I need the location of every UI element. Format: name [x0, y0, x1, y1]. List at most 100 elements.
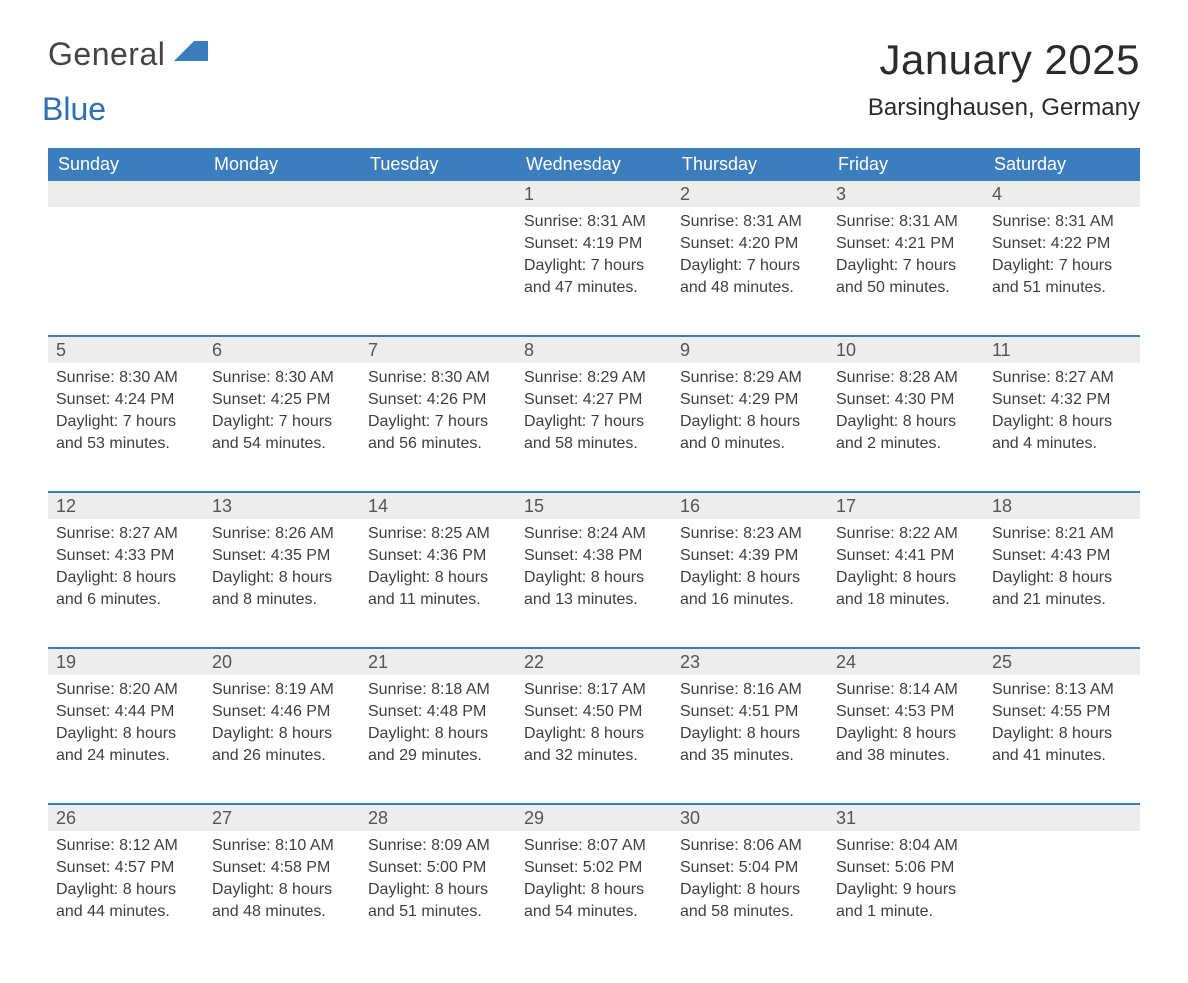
day-header-wednesday: Wednesday — [516, 148, 672, 181]
calendar-day-cell: 19Sunrise: 8:20 AMSunset: 4:44 PMDayligh… — [48, 649, 204, 779]
day-daylight1: Daylight: 8 hours — [836, 723, 976, 745]
day-daylight1: Daylight: 7 hours — [680, 255, 820, 277]
day-body: Sunrise: 8:06 AMSunset: 5:04 PMDaylight:… — [672, 831, 828, 931]
day-daylight2: and 1 minute. — [836, 901, 976, 923]
day-sunrise: Sunrise: 8:19 AM — [212, 679, 352, 701]
day-daylight2: and 51 minutes. — [992, 277, 1132, 299]
day-sunrise: Sunrise: 8:24 AM — [524, 523, 664, 545]
calendar-day-cell: 6Sunrise: 8:30 AMSunset: 4:25 PMDaylight… — [204, 337, 360, 467]
day-number: 25 — [984, 649, 1140, 675]
day-body: Sunrise: 8:12 AMSunset: 4:57 PMDaylight:… — [48, 831, 204, 931]
day-number: 17 — [828, 493, 984, 519]
day-number: 10 — [828, 337, 984, 363]
calendar-day-cell: 14Sunrise: 8:25 AMSunset: 4:36 PMDayligh… — [360, 493, 516, 623]
calendar-week: 26Sunrise: 8:12 AMSunset: 4:57 PMDayligh… — [48, 803, 1140, 935]
day-header-saturday: Saturday — [984, 148, 1140, 181]
calendar-day-cell: 25Sunrise: 8:13 AMSunset: 4:55 PMDayligh… — [984, 649, 1140, 779]
day-body: Sunrise: 8:07 AMSunset: 5:02 PMDaylight:… — [516, 831, 672, 931]
calendar-day-cell: 8Sunrise: 8:29 AMSunset: 4:27 PMDaylight… — [516, 337, 672, 467]
month-title: January 2025 — [868, 36, 1140, 84]
calendar-day-cell — [360, 181, 516, 311]
day-body: Sunrise: 8:24 AMSunset: 4:38 PMDaylight:… — [516, 519, 672, 619]
day-daylight2: and 47 minutes. — [524, 277, 664, 299]
day-number: 18 — [984, 493, 1140, 519]
logo-text-general: General — [48, 36, 165, 72]
day-daylight2: and 6 minutes. — [56, 589, 196, 611]
day-daylight1: Daylight: 7 hours — [992, 255, 1132, 277]
calendar-day-cell: 30Sunrise: 8:06 AMSunset: 5:04 PMDayligh… — [672, 805, 828, 935]
day-body — [984, 831, 1140, 843]
day-body: Sunrise: 8:31 AMSunset: 4:19 PMDaylight:… — [516, 207, 672, 307]
day-sunrise: Sunrise: 8:30 AM — [56, 367, 196, 389]
day-number: 16 — [672, 493, 828, 519]
day-sunrise: Sunrise: 8:14 AM — [836, 679, 976, 701]
day-number: 20 — [204, 649, 360, 675]
day-daylight2: and 8 minutes. — [212, 589, 352, 611]
day-number: 2 — [672, 181, 828, 207]
day-sunset: Sunset: 4:33 PM — [56, 545, 196, 567]
day-body: Sunrise: 8:29 AMSunset: 4:27 PMDaylight:… — [516, 363, 672, 463]
day-number: 14 — [360, 493, 516, 519]
day-sunset: Sunset: 4:50 PM — [524, 701, 664, 723]
day-sunset: Sunset: 4:35 PM — [212, 545, 352, 567]
day-daylight2: and 16 minutes. — [680, 589, 820, 611]
day-daylight2: and 13 minutes. — [524, 589, 664, 611]
day-number — [360, 181, 516, 207]
day-daylight1: Daylight: 8 hours — [368, 723, 508, 745]
day-sunrise: Sunrise: 8:27 AM — [56, 523, 196, 545]
day-sunset: Sunset: 4:27 PM — [524, 389, 664, 411]
day-sunset: Sunset: 5:00 PM — [368, 857, 508, 879]
calendar-day-cell: 5Sunrise: 8:30 AMSunset: 4:24 PMDaylight… — [48, 337, 204, 467]
day-number: 30 — [672, 805, 828, 831]
day-sunset: Sunset: 4:39 PM — [680, 545, 820, 567]
day-header-sunday: Sunday — [48, 148, 204, 181]
day-sunset: Sunset: 4:58 PM — [212, 857, 352, 879]
day-daylight2: and 54 minutes. — [524, 901, 664, 923]
day-sunrise: Sunrise: 8:04 AM — [836, 835, 976, 857]
calendar-day-cell: 21Sunrise: 8:18 AMSunset: 4:48 PMDayligh… — [360, 649, 516, 779]
day-number: 6 — [204, 337, 360, 363]
day-daylight2: and 48 minutes. — [212, 901, 352, 923]
day-sunset: Sunset: 4:19 PM — [524, 233, 664, 255]
day-daylight1: Daylight: 8 hours — [212, 879, 352, 901]
day-body: Sunrise: 8:17 AMSunset: 4:50 PMDaylight:… — [516, 675, 672, 775]
day-number: 11 — [984, 337, 1140, 363]
day-number: 15 — [516, 493, 672, 519]
day-sunrise: Sunrise: 8:25 AM — [368, 523, 508, 545]
calendar-week: 5Sunrise: 8:30 AMSunset: 4:24 PMDaylight… — [48, 335, 1140, 467]
day-sunrise: Sunrise: 8:26 AM — [212, 523, 352, 545]
day-number: 21 — [360, 649, 516, 675]
day-daylight2: and 50 minutes. — [836, 277, 976, 299]
day-daylight2: and 53 minutes. — [56, 433, 196, 455]
day-sunrise: Sunrise: 8:29 AM — [680, 367, 820, 389]
day-daylight2: and 56 minutes. — [368, 433, 508, 455]
day-daylight1: Daylight: 8 hours — [212, 723, 352, 745]
day-daylight2: and 51 minutes. — [368, 901, 508, 923]
calendar-day-cell: 4Sunrise: 8:31 AMSunset: 4:22 PMDaylight… — [984, 181, 1140, 311]
day-body: Sunrise: 8:14 AMSunset: 4:53 PMDaylight:… — [828, 675, 984, 775]
day-sunrise: Sunrise: 8:31 AM — [524, 211, 664, 233]
day-daylight1: Daylight: 8 hours — [368, 879, 508, 901]
day-number: 26 — [48, 805, 204, 831]
day-daylight2: and 18 minutes. — [836, 589, 976, 611]
day-sunrise: Sunrise: 8:27 AM — [992, 367, 1132, 389]
day-sunrise: Sunrise: 8:23 AM — [680, 523, 820, 545]
day-daylight1: Daylight: 7 hours — [836, 255, 976, 277]
day-sunset: Sunset: 4:44 PM — [56, 701, 196, 723]
day-sunrise: Sunrise: 8:30 AM — [368, 367, 508, 389]
day-header-friday: Friday — [828, 148, 984, 181]
calendar-day-cell: 16Sunrise: 8:23 AMSunset: 4:39 PMDayligh… — [672, 493, 828, 623]
day-body: Sunrise: 8:27 AMSunset: 4:32 PMDaylight:… — [984, 363, 1140, 463]
day-sunrise: Sunrise: 8:20 AM — [56, 679, 196, 701]
day-sunset: Sunset: 4:55 PM — [992, 701, 1132, 723]
day-sunrise: Sunrise: 8:13 AM — [992, 679, 1132, 701]
day-sunset: Sunset: 4:51 PM — [680, 701, 820, 723]
day-number: 31 — [828, 805, 984, 831]
day-number: 4 — [984, 181, 1140, 207]
day-sunset: Sunset: 4:26 PM — [368, 389, 508, 411]
day-sunset: Sunset: 4:46 PM — [212, 701, 352, 723]
day-daylight1: Daylight: 8 hours — [56, 567, 196, 589]
day-number: 22 — [516, 649, 672, 675]
day-sunset: Sunset: 4:21 PM — [836, 233, 976, 255]
day-daylight1: Daylight: 8 hours — [680, 411, 820, 433]
